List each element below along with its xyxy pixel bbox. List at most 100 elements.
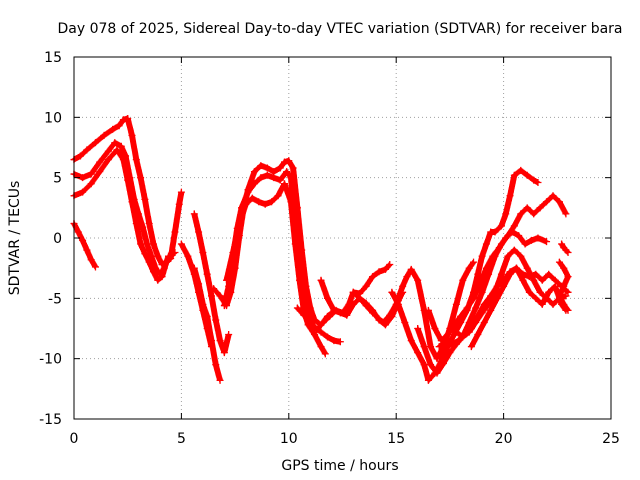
data-point [300,311,308,319]
data-point [532,294,540,302]
data-point [433,369,441,377]
data-point [128,198,136,206]
data-point [427,343,435,351]
data-point [330,306,338,314]
data-point [203,325,211,332]
data-point [375,315,383,323]
data-point [386,261,394,269]
data-point [564,306,572,314]
data-point [558,240,566,248]
data-point [199,248,207,256]
data-point [431,325,439,332]
data-point [470,258,478,266]
data-point [512,264,520,272]
data-point [506,270,514,278]
data-point [446,325,454,332]
data-point [506,192,514,200]
data-point [534,234,542,242]
data-point [132,220,140,228]
data-point [454,337,462,345]
data-point [564,248,572,256]
data-point [149,268,157,276]
data-point [463,304,471,312]
data-point [250,168,258,176]
data-point [414,276,422,284]
data-point [235,220,243,228]
data-point [530,176,538,184]
data-point [139,223,147,231]
y-axis-title: SDTVAR / TECUs [7,181,23,296]
data-point [375,268,383,276]
data-point [362,302,370,310]
y-tick-label: -5 [48,291,62,307]
data-point [474,270,482,278]
data-point [495,244,503,252]
chart-title: Day 078 of 2025, Sidereal Day-to-day VTE… [57,21,622,37]
data-point [349,300,357,308]
data-point [263,164,271,172]
data-point [414,325,422,332]
data-point [128,131,136,139]
data-point [190,210,198,218]
x-tick-label: 15 [387,431,405,447]
series-trace-marks [71,220,98,270]
data-point [538,276,546,284]
data-point [281,158,289,166]
axis-ticks [73,56,612,420]
data-point [457,312,465,320]
data-point [293,304,301,312]
data-point [313,326,321,334]
data-point [474,331,482,339]
data-point [420,361,428,369]
series-trace-8 [210,157,336,329]
data-point [321,350,329,358]
data-point [87,180,95,188]
data-point [491,288,499,296]
data-point [190,270,198,278]
data-point [257,162,265,170]
data-point [113,146,121,154]
data-point [311,331,319,339]
data-point [442,338,450,346]
data-point [452,328,460,336]
data-point [536,288,544,296]
data-point [435,343,443,351]
data-point [427,361,435,369]
x-tick-label: 10 [280,431,298,447]
x-axis-title: GPS time / hours [281,458,398,474]
data-point [229,248,237,256]
data-point [386,311,394,319]
data-point [326,312,334,320]
data-point [291,240,299,248]
series-trace-marks [414,192,569,377]
data-point [216,337,224,345]
data-point [555,258,563,266]
data-point [257,174,265,182]
data-point [199,306,207,314]
data-point [306,304,314,312]
data-point [317,343,325,351]
data-point [242,200,250,208]
data-point [472,318,480,326]
data-point [100,131,108,139]
data-point [79,174,87,182]
data-point [141,195,149,203]
data-point [394,300,402,308]
data-point [403,273,411,281]
data-point [74,228,82,236]
data-point [96,168,104,176]
series-trace-10 [223,180,329,358]
data-point [517,252,525,260]
data-point [510,222,518,230]
data-point [515,232,523,240]
data-point [270,174,278,182]
data-point [399,282,407,290]
data-point [149,240,157,248]
data-point [177,188,185,196]
data-point [268,198,276,206]
data-point [536,204,544,212]
data-point [521,240,529,248]
data-point [420,343,428,351]
data-point [508,228,516,236]
data-point [137,174,145,182]
